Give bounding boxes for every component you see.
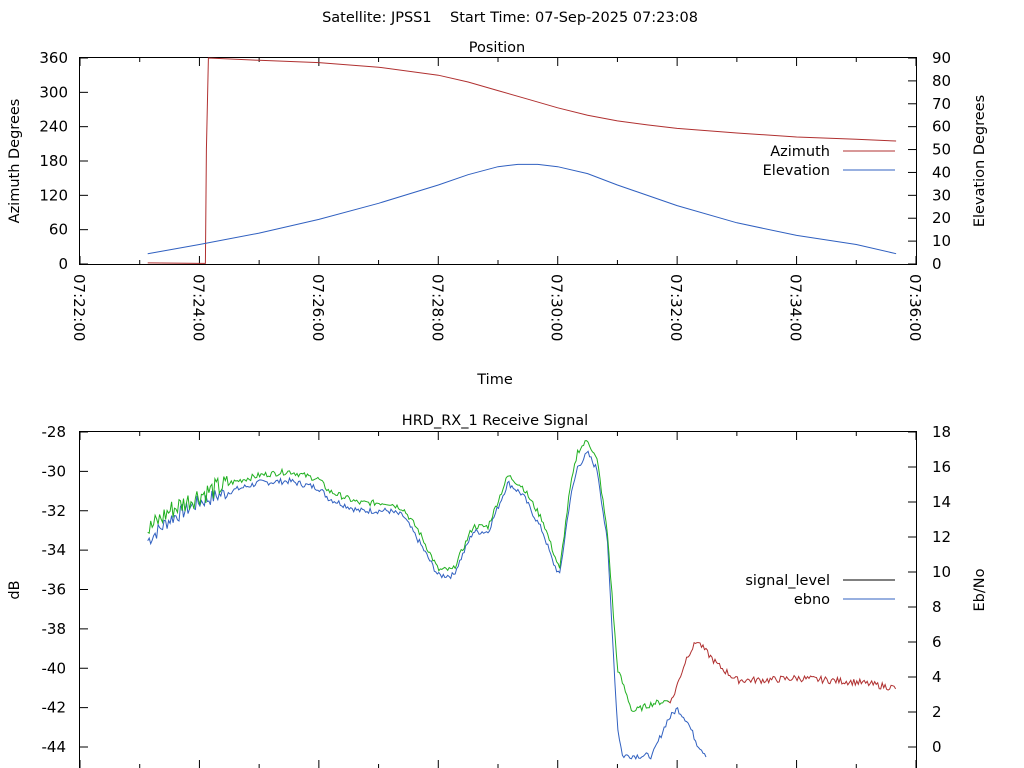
- position-series: [147, 57, 897, 264]
- position-y2-tick-labels: 0 10 20 30 40 50 60 70 80 90: [932, 49, 951, 273]
- position-x-tick-label: 07:26:00: [309, 274, 327, 341]
- position-x-axis-label: Time: [476, 372, 513, 388]
- signal-y2-tick-label: 18: [932, 423, 951, 441]
- elevation-series-line: [147, 163, 897, 255]
- position-y2-tick-label: 20: [932, 209, 951, 227]
- signal-y2-tick-label: 16: [932, 458, 951, 476]
- signal-level-series-line: [147, 440, 669, 713]
- position-x-tick-label: 07:34:00: [787, 274, 805, 341]
- signal-y2-tick-label: 14: [932, 493, 951, 511]
- legend-signal-level-label: signal_level: [745, 573, 830, 589]
- position-x-tick-label: 07:22:00: [70, 274, 88, 341]
- signal-y2-tick-labels: 0 2 4 6 8 10 12 14 16 18: [932, 423, 951, 756]
- signal-y2-tick-label: 2: [932, 703, 942, 721]
- signal-y-axis-label: dB: [7, 580, 23, 599]
- signal-series-clip: [147, 440, 897, 760]
- signal-y2-tick-label: 4: [932, 668, 942, 686]
- signal-y2-tick-label: 12: [932, 528, 951, 546]
- position-x-tick-label: 07:36:00: [906, 274, 924, 341]
- position-tick-marks: [79, 57, 917, 265]
- position-y2-tick-label: 50: [932, 141, 951, 159]
- signal-y-tick-label: -38: [42, 620, 67, 638]
- position-x-tick-label: 07:28:00: [428, 274, 446, 341]
- signal-y-tick-labels: -28 -30 -32 -34 -36 -38 -40 -42 -44: [42, 423, 67, 756]
- position-y2-tick-label: 0: [932, 255, 942, 273]
- chart-header-title: Satellite: JPSS1 Start Time: 07-Sep-2025…: [322, 10, 698, 26]
- position-y-tick-labels: 0 60 120 180 240 300 360: [39, 49, 68, 273]
- signal-plot-frame: [79, 431, 917, 768]
- signal-legend: signal_level ebno: [730, 566, 900, 610]
- position-y2-tick-label: 80: [932, 72, 951, 90]
- signal-y2-tick-label: 8: [932, 598, 942, 616]
- position-y2-tick-label: 90: [932, 49, 951, 67]
- position-y2-tick-label: 60: [932, 118, 951, 136]
- ebno-series-line: [147, 450, 707, 760]
- legend-ebno-label: ebno: [794, 592, 830, 608]
- signal-y-tick-label: -34: [42, 541, 67, 559]
- position-y-tick-label: 240: [39, 118, 68, 136]
- signal-level-series-tail: [666, 641, 897, 704]
- signal-legend-background: [730, 566, 900, 610]
- legend-azimuth-label: Azimuth: [770, 144, 830, 160]
- position-plot-frame: [79, 57, 917, 265]
- signal-y2-tick-label: 0: [932, 738, 942, 756]
- receive-signal-chart: HRD_RX_1 Receive Signal -28-30-32-34-36-…: [7, 413, 988, 768]
- signal-y-tick-label: -36: [42, 581, 67, 599]
- position-x-tick-label: 07:30:00: [548, 274, 566, 341]
- position-y2-axis-label: Elevation Degrees: [972, 95, 988, 227]
- position-x-tick-labels: 07:22:00 07:24:00 07:26:00 07:28:00 07:30:00…: [70, 274, 924, 341]
- legend-elevation-label: Elevation: [763, 163, 830, 179]
- position-legend: Azimuth Elevation: [763, 144, 895, 179]
- position-y-tick-label: 300: [39, 83, 68, 101]
- position-chart: Position 0 60 120 180 240 300 360 0 10 20 30 40 50 6…: [7, 40, 988, 388]
- signal-y2-tick-label: 6: [932, 633, 942, 651]
- signal-y-tick-label: -30: [42, 462, 67, 480]
- signal-y-tick-label: -42: [42, 699, 67, 717]
- position-y-tick-label: 180: [39, 152, 68, 170]
- signal-y-tick-label: -40: [42, 659, 67, 677]
- position-y-tick-label: 360: [39, 49, 68, 67]
- signal-y-tick-label: -32: [42, 502, 67, 520]
- position-chart-title: Position: [469, 40, 525, 56]
- position-y-tick-label: 0: [58, 255, 68, 273]
- position-y2-tick-label: 70: [932, 95, 951, 113]
- position-y-tick-label: 60: [49, 221, 68, 239]
- position-y2-tick-label: 10: [932, 232, 951, 250]
- position-y2-tick-label: 30: [932, 186, 951, 204]
- signal-chart-title: HRD_RX_1 Receive Signal: [402, 413, 588, 429]
- position-y-tick-label: 120: [39, 186, 68, 204]
- position-x-tick-label: 07:24:00: [189, 274, 207, 341]
- signal-y2-axis-label: Eb/No: [972, 568, 988, 611]
- signal-series: [147, 440, 897, 760]
- signal-y2-tick-label: 10: [932, 563, 951, 581]
- position-y-axis-label: Azimuth Degrees: [7, 99, 23, 224]
- azimuth-series-line: [147, 57, 897, 264]
- position-x-tick-label: 07:32:00: [667, 274, 685, 341]
- position-y2-tick-label: 40: [932, 163, 951, 181]
- signal-y-tick-label: -44: [42, 738, 67, 756]
- signal-y-tick-label: -28: [42, 423, 67, 441]
